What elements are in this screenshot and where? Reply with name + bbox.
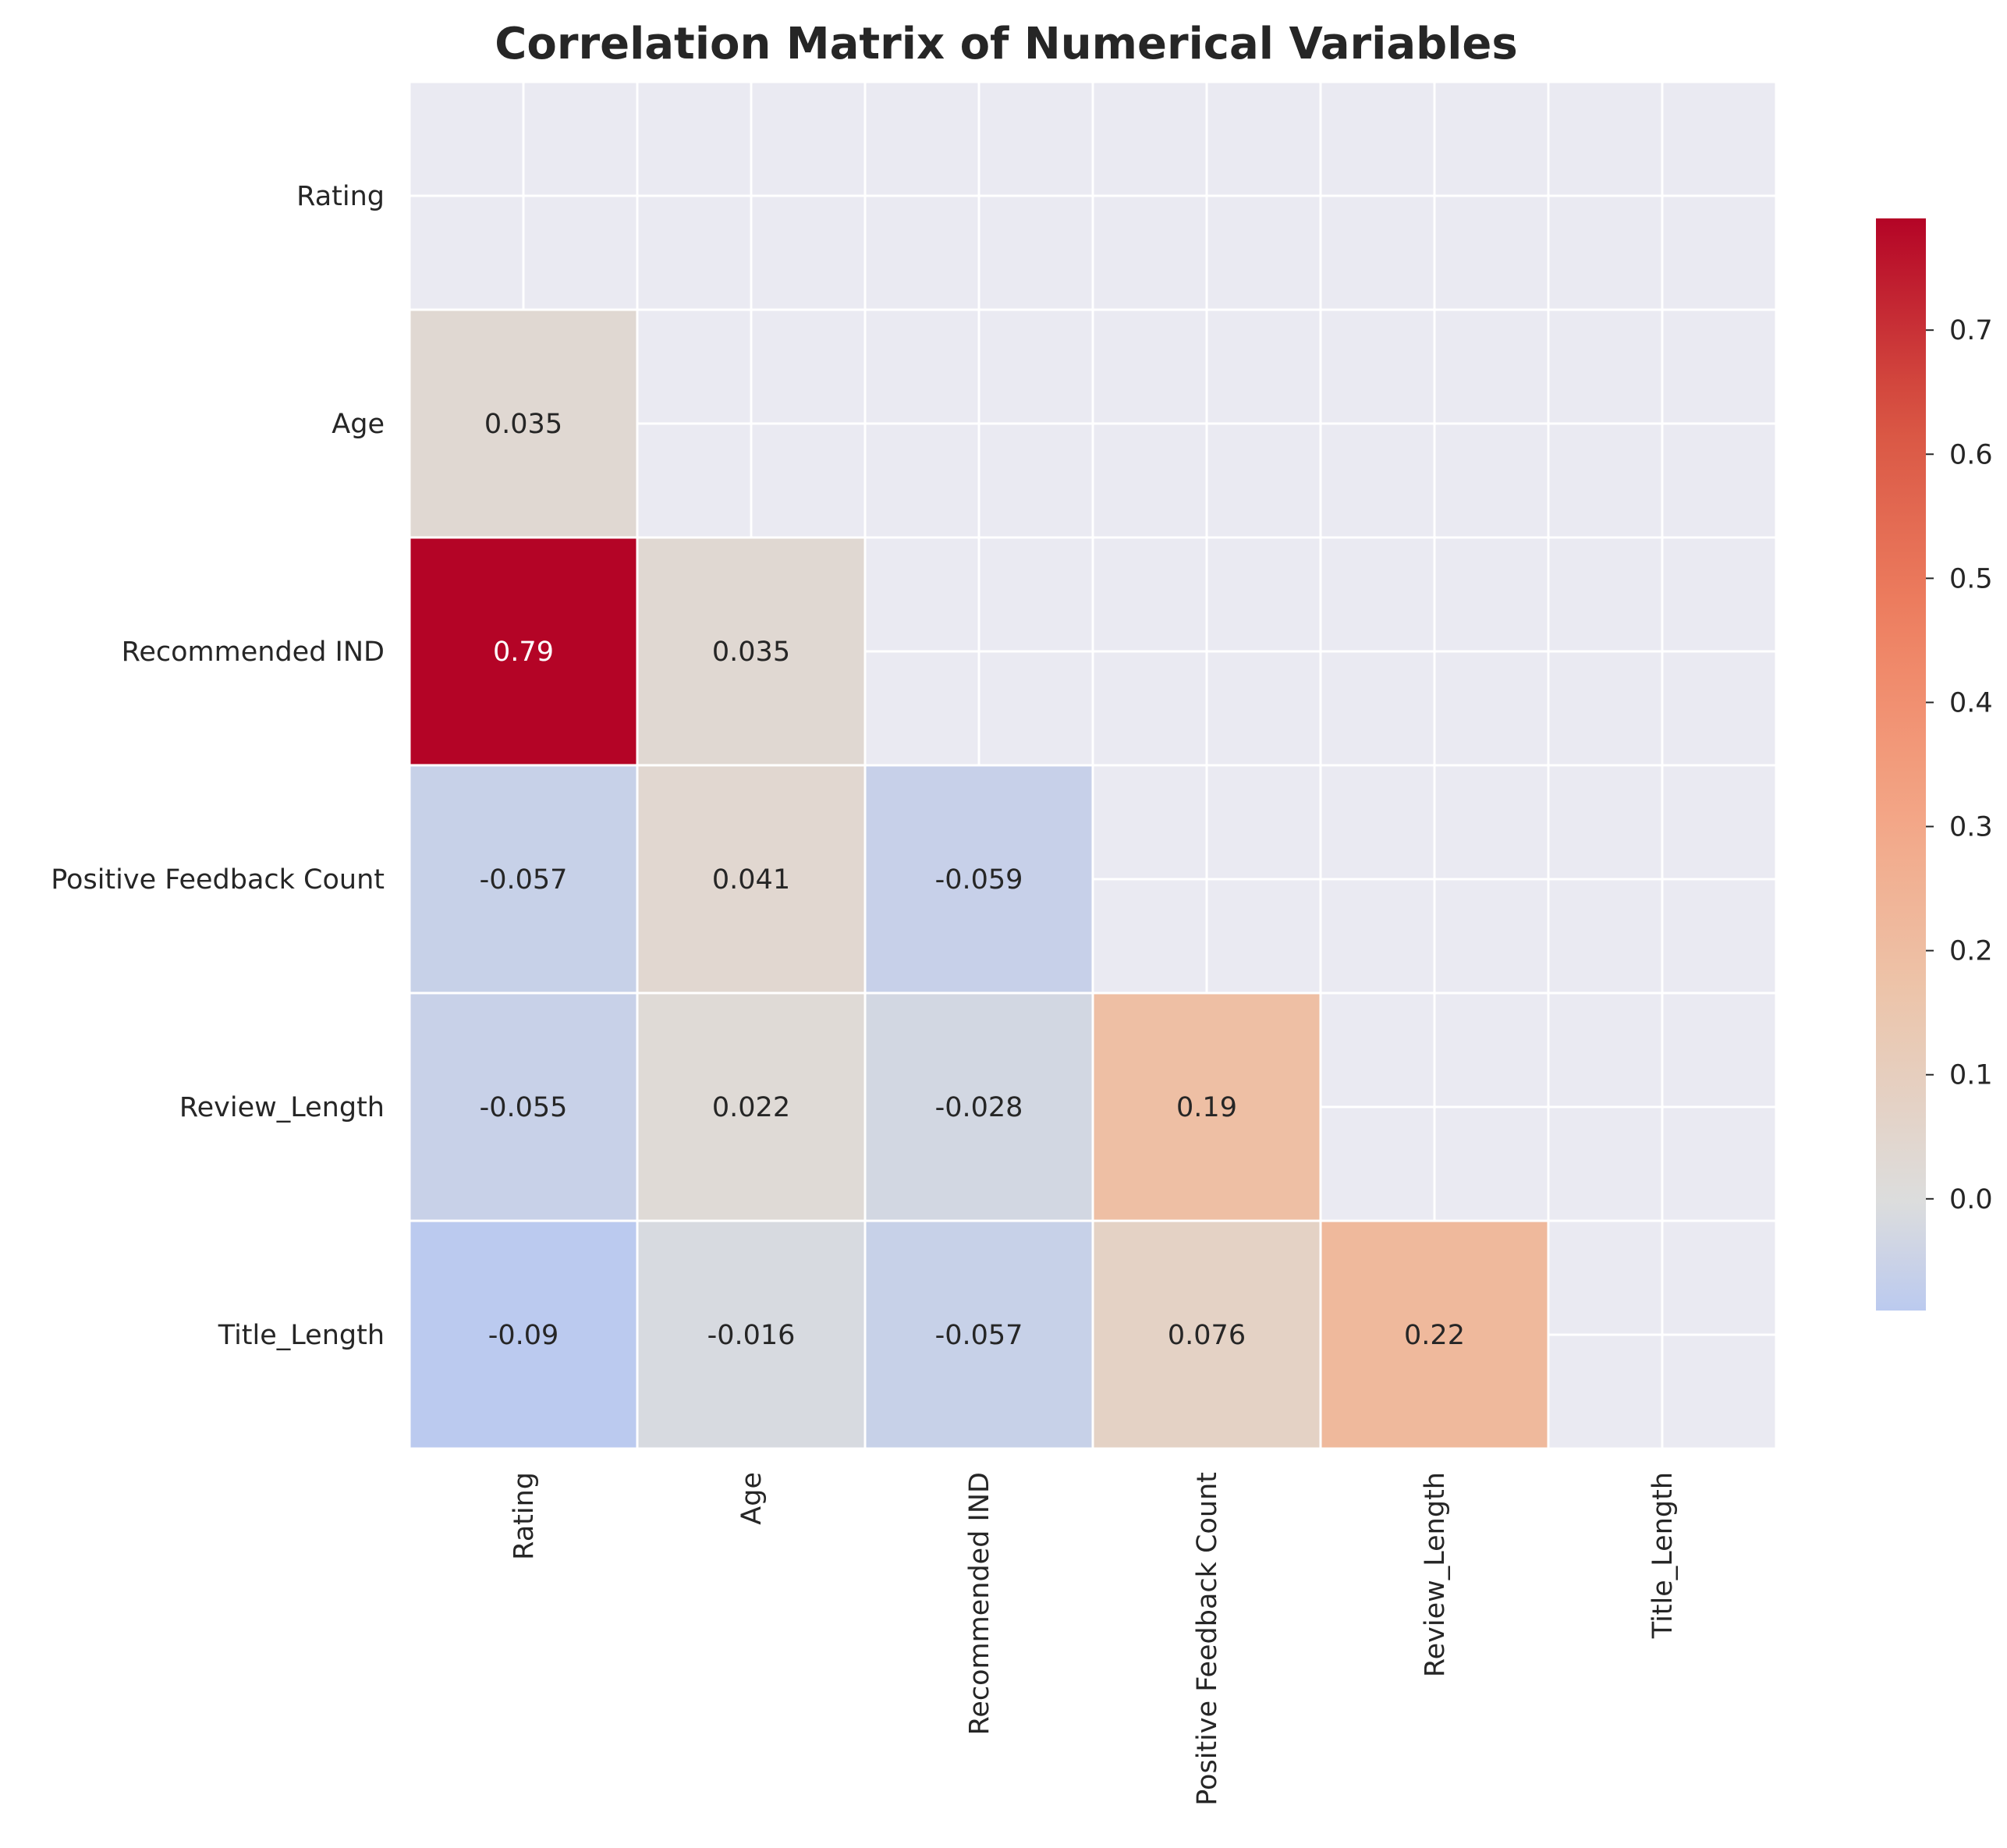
heatmap-cell — [863, 1219, 1094, 1450]
cell-annotation: 0.022 — [712, 1092, 790, 1123]
colorbar-tick-label: 0.6 — [1949, 439, 1993, 470]
y-tick-label: Rating — [296, 181, 385, 212]
cell-annotation: -0.016 — [707, 1320, 796, 1351]
colorbar-tick-label: 0.0 — [1949, 1184, 1993, 1215]
cell-annotation: -0.057 — [480, 864, 568, 896]
y-tick-labels: Rating Age Recommended IND Positive Feedbac… — [51, 181, 385, 1351]
heatmap-cell — [863, 764, 1094, 995]
heatmap-cell — [1091, 991, 1322, 1222]
heatmap-cell — [408, 536, 639, 767]
heatmap-cell — [408, 1219, 639, 1450]
colorbar-tick-label: 0.7 — [1949, 315, 1993, 346]
chart-title: Correlation Matrix of Numerical Variable… — [495, 19, 1517, 69]
y-tick-label: Title_Length — [218, 1320, 385, 1351]
cell-annotation: 0.22 — [1404, 1320, 1465, 1351]
cell-annotation: -0.059 — [935, 864, 1023, 896]
heatmap-cell — [408, 764, 639, 995]
colorbar-tick-label: 0.1 — [1949, 1060, 1993, 1091]
heatmap-cell — [1091, 1219, 1322, 1450]
cell-annotation: -0.055 — [480, 1092, 568, 1123]
heatmap-cell — [863, 991, 1094, 1222]
colorbar-tick-label: 0.5 — [1949, 563, 1993, 594]
heatmap-cells — [408, 308, 1550, 1450]
cell-annotation: 0.035 — [484, 409, 562, 440]
cell-annotation: -0.028 — [935, 1092, 1023, 1123]
heatmap-cell — [636, 991, 867, 1222]
colorbar-tick-label: 0.2 — [1949, 936, 1993, 967]
cell-annotation: -0.09 — [488, 1320, 559, 1351]
heatmap-cell — [636, 1219, 867, 1450]
heatmap-cell — [636, 536, 867, 767]
cell-annotation: -0.057 — [935, 1320, 1023, 1351]
cell-annotations: 0.035 0.79 0.035 -0.057 0.041 -0.059 -0.055 0.0… — [480, 409, 1465, 1351]
cell-annotation: 0.035 — [712, 637, 790, 668]
x-tick-label: Title_Length — [1647, 1472, 1679, 1639]
colorbar-tick-label: 0.3 — [1949, 812, 1993, 843]
x-tick-label: Rating — [509, 1472, 540, 1560]
x-tick-labels: Rating Age Recommended IND Positive Feedbac… — [509, 1472, 1679, 1806]
x-tick-label: Positive Feedback Count — [1192, 1472, 1223, 1806]
y-tick-label: Age — [332, 409, 385, 440]
x-tick-label: Recommended IND — [964, 1472, 995, 1735]
cell-annotation: 0.076 — [1168, 1320, 1246, 1351]
cell-annotation: 0.79 — [493, 637, 554, 668]
cell-annotation: 0.19 — [1176, 1092, 1237, 1123]
heatmap-cell — [408, 308, 639, 539]
heatmap-cell — [408, 991, 639, 1222]
x-tick-label: Age — [736, 1472, 768, 1525]
x-tick-label: Review_Length — [1420, 1472, 1451, 1677]
y-tick-label: Positive Feedback Count — [51, 864, 385, 896]
colorbar: 0.0 0.1 0.2 0.3 0.4 0.5 0.6 0.7 — [1876, 218, 1993, 1311]
colorbar-tick-label: 0.4 — [1949, 687, 1993, 718]
y-tick-label: Recommended IND — [122, 637, 385, 668]
colorbar-gradient — [1876, 218, 1926, 1311]
y-tick-label: Review_Length — [179, 1092, 385, 1123]
heatmap-cell — [1319, 1219, 1550, 1450]
cell-annotation: 0.041 — [712, 864, 790, 896]
